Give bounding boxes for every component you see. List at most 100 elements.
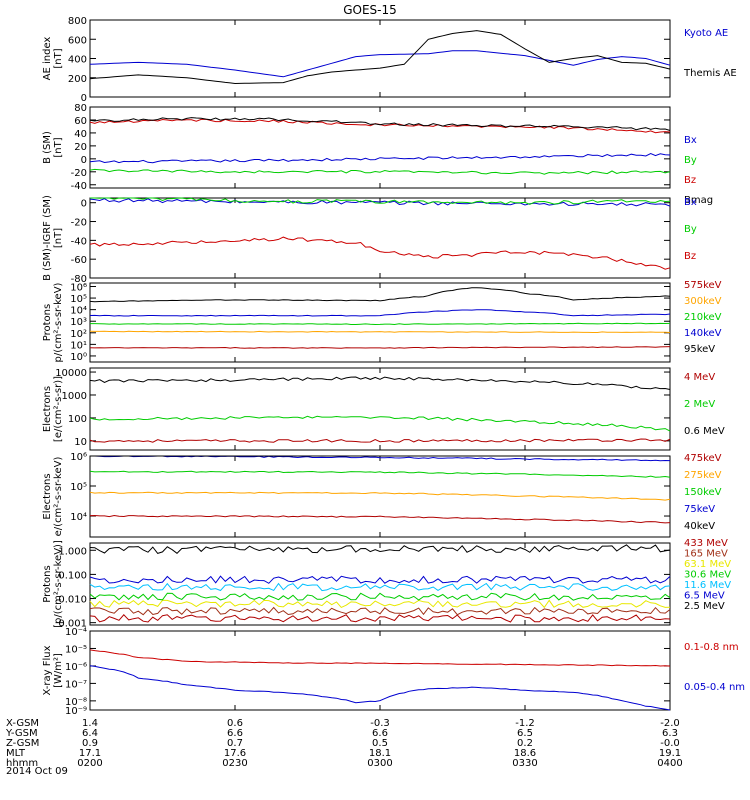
bottom-row-value: 6.6 — [372, 728, 388, 739]
y-tick-label: 10⁵ — [70, 482, 87, 493]
bottom-row-label: X-GSM — [6, 718, 39, 729]
panel-protons_high: 0.001 0.010 0.100 1.000 Protons [p/(cm²-s-sr-… — [42, 538, 731, 630]
y-tick-label: 800 — [68, 16, 87, 27]
y-tick-label: 10⁴ — [70, 512, 87, 523]
bottom-row-value: 0200 — [77, 758, 102, 769]
bottom-row-value: 0400 — [657, 758, 682, 769]
y-tick-label: 400 — [68, 55, 87, 66]
legend-entry: Bz — [684, 175, 696, 186]
legend-entry: 575keV — [684, 280, 722, 291]
series-line-2-mev — [89, 415, 671, 432]
series-line-150kev — [89, 470, 671, 478]
series-line-165-mev — [89, 606, 671, 616]
y-axis-label: p/(cm²-s-sr-keV) — [53, 282, 64, 362]
bottom-row-value: -0.3 — [370, 718, 390, 729]
panel-xray: 10⁻⁹10⁻⁸ 10⁻⁷ 10⁻⁶ 10⁻⁵ 10⁻⁴ X-ray Flux [W/m²]… — [42, 627, 745, 717]
bottom-row-value: 1.4 — [82, 718, 98, 729]
y-tick-label: -80 — [71, 274, 87, 285]
y-axis-label: X-ray Flux — [42, 645, 53, 695]
y-tick-label: 1.000 — [58, 546, 87, 557]
legend-entry: 275keV — [684, 470, 722, 481]
legend-entry: 2 MeV — [684, 399, 715, 410]
y-tick-label: 0 — [81, 93, 87, 104]
y-axis-label: [e/(cm²-s-sr)] — [53, 376, 64, 442]
bottom-row-value: 0.7 — [227, 738, 243, 749]
bottom-row-value: 18.1 — [369, 748, 391, 759]
bottom-row-value: 0230 — [222, 758, 247, 769]
y-tick-label: 10⁻⁶ — [65, 662, 87, 673]
y-tick-label: -60 — [71, 255, 87, 266]
y-tick-label: -40 — [71, 181, 87, 192]
y-tick-label: 60 — [74, 116, 87, 127]
legend-entry: 0.6 MeV — [684, 426, 725, 437]
y-tick-label: 600 — [68, 35, 87, 46]
y-tick-label: 10⁻⁵ — [65, 644, 87, 655]
panel-frame — [89, 542, 671, 626]
bottom-row-value: 18.6 — [514, 748, 536, 759]
series-line-30-6-mev — [89, 592, 671, 601]
bottom-row-label: Z-GSM — [6, 738, 39, 749]
bottom-row-value: 17.1 — [79, 748, 101, 759]
series-line-300kev — [89, 330, 671, 333]
y-tick-label: 10³ — [70, 317, 87, 328]
series-line-bx — [89, 152, 671, 164]
series-line-0-05-0-4-nm — [89, 665, 671, 711]
bottom-row-value: -2.0 — [660, 718, 680, 729]
bottom-row-value: -1.2 — [515, 718, 535, 729]
series-line-0-6-mev — [89, 376, 671, 390]
series-line-433-mev — [89, 614, 671, 623]
legend-entry: 300keV — [684, 296, 722, 307]
bottom-row-value: 6.4 — [82, 728, 98, 739]
legend-entry: 140keV — [684, 328, 722, 339]
legend-entry: 165 MeV — [684, 549, 728, 560]
panel-bsm: -40 -20 0 20 40 60 80 B (SM) [nT] Bx By Bz Bmag — [42, 103, 713, 206]
y-tick-label: 10⁵ — [70, 294, 87, 305]
legend-entry: Bx — [684, 197, 697, 208]
panel-frame — [89, 630, 671, 711]
bottom-row-value: 6.3 — [662, 728, 678, 739]
series-line-140kev — [89, 309, 671, 317]
bottom-row-value: 0.5 — [372, 738, 388, 749]
legend-entry: 63.1 MeV — [684, 559, 731, 570]
series-line-275kev — [89, 491, 671, 501]
y-axis-label: [nT] — [53, 137, 64, 157]
y-axis-label: [nT] — [53, 48, 64, 68]
series-line-575kev — [89, 346, 671, 349]
bottom-row-value: 0330 — [512, 758, 537, 769]
y-tick-label: 10² — [70, 329, 87, 340]
legend-entry: 40keV — [684, 521, 715, 532]
bottom-row-value: 0.6 — [227, 718, 243, 729]
series-line-by — [90, 197, 671, 205]
panel-frame — [89, 282, 671, 363]
plot-title: GOES-15 — [343, 3, 397, 17]
series-line-6-5-mev — [89, 575, 671, 584]
y-axis-label: Protons — [42, 565, 53, 602]
series-line-bz — [89, 118, 671, 134]
y-tick-label: 10⁴ — [70, 306, 87, 317]
legend-entry: Bx — [684, 135, 697, 146]
legend-entry: 150keV — [684, 487, 722, 498]
y-axis-label: B (SM) — [42, 131, 53, 164]
y-axis-label: [W/m²] — [53, 653, 64, 688]
series-line-4-mev — [89, 438, 671, 443]
y-tick-label: 10⁻⁷ — [65, 679, 87, 690]
series-line-bx — [89, 198, 671, 207]
bottom-row-value: 0.2 — [517, 738, 533, 749]
bottom-row-value: 0300 — [367, 758, 392, 769]
y-tick-label: 10⁰ — [70, 352, 87, 363]
legend-entry: Kyoto AE — [684, 28, 728, 39]
series-line-themis-ae — [89, 30, 671, 85]
date-label: 2014 Oct 09 — [6, 766, 68, 777]
bottom-row-value: -0.0 — [660, 738, 680, 749]
y-axis-label: [p/(cm²-s-sr-keV)] — [53, 540, 64, 628]
legend-entry: 4 MeV — [684, 372, 715, 383]
legend-entry: 0.1-0.8 nm — [684, 642, 739, 653]
y-tick-label: 10 — [74, 437, 87, 448]
series-line-95kev — [89, 287, 671, 303]
y-tick-label: 10⁻⁹ — [65, 706, 87, 717]
series-line-bmag — [89, 117, 671, 131]
bottom-row-value: 6.5 — [517, 728, 533, 739]
legend-entry: 433 MeV — [684, 538, 728, 549]
